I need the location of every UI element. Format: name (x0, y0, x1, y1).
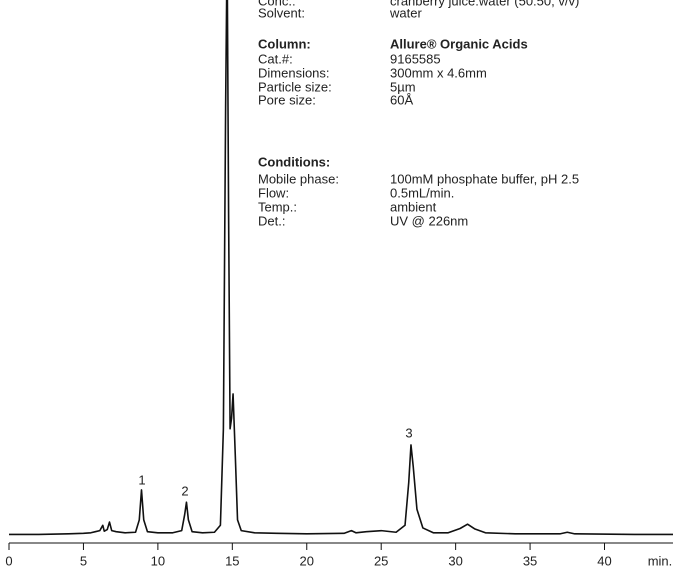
info-label: Conc.: (258, 0, 296, 8)
info-value: 9165585 (390, 51, 441, 66)
info-label: Pore size: (258, 92, 316, 107)
info-value: 300mm x 4.6mm (390, 65, 487, 80)
x-tick-label: 10 (151, 553, 165, 568)
info-label: Dimensions: (258, 65, 330, 80)
peak-label: 1 (138, 472, 145, 487)
section-heading: Conditions: (258, 154, 330, 169)
x-tick-label: 0 (5, 553, 12, 568)
info-label: Mobile phase: (258, 171, 339, 186)
info-label: Temp.: (258, 199, 297, 214)
x-tick-label: 5 (80, 553, 87, 568)
info-value: 0.5mL/min. (390, 185, 454, 200)
section-heading: Column: (258, 36, 311, 51)
peak-label: 3 (405, 425, 412, 440)
info-value: 60Å (390, 92, 413, 107)
info-label: Cat.#: (258, 51, 293, 66)
info-value: 100mM phosphate buffer, pH 2.5 (390, 171, 579, 186)
section-heading-value: Allure® Organic Acids (390, 36, 528, 51)
info-label: Flow: (258, 185, 289, 200)
x-tick-label: 20 (300, 553, 314, 568)
info-value: ambient (390, 199, 437, 214)
x-tick-label: 30 (448, 553, 462, 568)
info-value: cranberry juice:water (50:50, v/v) (390, 0, 579, 8)
info-label: Det.: (258, 213, 285, 228)
info-value: 5µm (390, 79, 416, 94)
x-tick-label: 15 (225, 553, 239, 568)
x-tick-label: 35 (523, 553, 537, 568)
x-axis-label: min. (648, 553, 673, 568)
info-value: UV @ 226nm (390, 213, 468, 228)
x-tick-label: 40 (597, 553, 611, 568)
x-tick-label: 25 (374, 553, 388, 568)
peak-label: 2 (181, 483, 188, 498)
info-label: Solvent: (258, 5, 305, 20)
info-value: water (389, 5, 422, 20)
chromatogram-trace (9, 0, 673, 536)
info-label: Particle size: (258, 79, 332, 94)
